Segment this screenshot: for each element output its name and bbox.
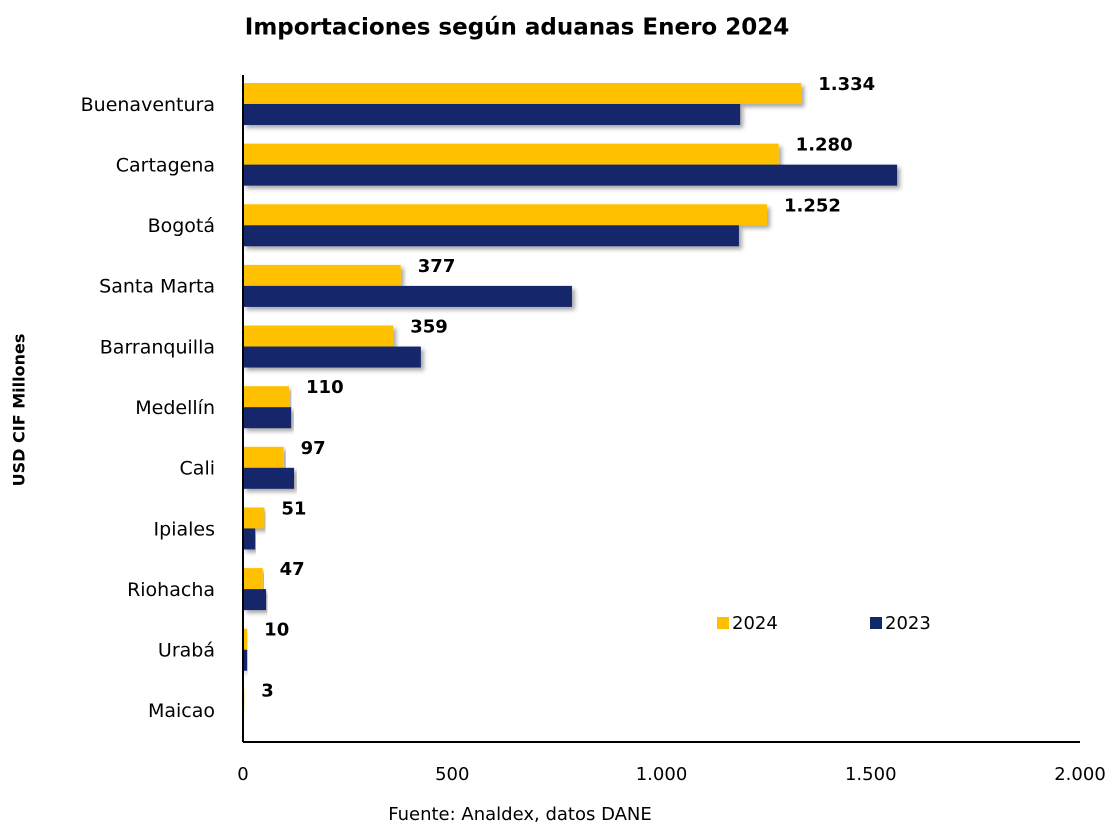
y-tick-label: Santa Marta [99, 276, 215, 298]
bar [243, 325, 394, 347]
bar [243, 143, 779, 165]
y-tick-label: Cali [180, 458, 215, 480]
bar [243, 467, 295, 489]
bar [243, 628, 248, 650]
bar [243, 285, 572, 307]
data-label: 3 [261, 680, 274, 701]
y-tick-label: Ipiales [154, 518, 215, 540]
x-tick-label: 0 [237, 764, 248, 785]
data-label: 1.252 [784, 195, 841, 216]
bar [243, 386, 290, 408]
data-label: 359 [410, 317, 448, 338]
bar [243, 104, 741, 125]
chart-title: Importaciones según aduanas Enero 2024 [245, 15, 789, 41]
y-axis-title: USD CIF Millones [10, 334, 29, 487]
bar [243, 83, 802, 104]
y-tick-label: Medellín [135, 397, 215, 419]
bar [243, 446, 284, 468]
legend-label: 2024 [732, 613, 778, 634]
data-label: 1.280 [796, 135, 853, 156]
bar [243, 204, 767, 226]
x-tick-label: 500 [435, 764, 469, 785]
x-tick-label: 1.500 [845, 764, 897, 785]
y-tick-label: Maicao [148, 700, 215, 722]
bar [243, 164, 898, 186]
data-label: 47 [280, 559, 305, 580]
bar [243, 407, 292, 429]
y-tick-label: Bogotá [148, 215, 215, 237]
x-tick-label: 2.000 [1054, 764, 1106, 785]
y-tick-label: Urabá [158, 640, 215, 662]
legend-swatch [717, 617, 729, 629]
bar [243, 346, 421, 368]
legend-label: 2023 [885, 613, 931, 634]
data-label: 110 [306, 377, 344, 398]
source: Fuente: Analdex, datos DANE [388, 804, 652, 825]
data-label: 10 [264, 620, 289, 641]
y-tick-label: Buenaventura [81, 94, 215, 116]
data-label: 1.334 [818, 74, 875, 95]
y-tick-label: Cartagena [116, 154, 215, 176]
bar [243, 568, 263, 590]
bar [243, 264, 401, 286]
bar [243, 528, 256, 550]
y-tick-label: Barranquilla [100, 336, 215, 358]
y-tick-label: Riohacha [127, 579, 215, 601]
bar [243, 507, 265, 529]
x-tick-label: 1.000 [636, 764, 688, 785]
data-label: 97 [301, 438, 326, 459]
bar [243, 589, 267, 611]
data-label: 377 [418, 256, 456, 277]
legend-swatch [870, 617, 882, 629]
bar [243, 225, 739, 247]
bar [243, 649, 248, 671]
data-label: 51 [281, 498, 306, 519]
